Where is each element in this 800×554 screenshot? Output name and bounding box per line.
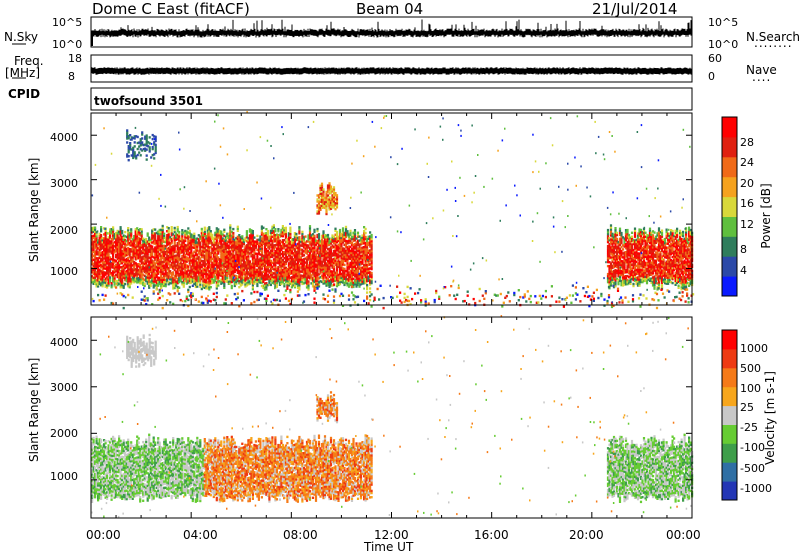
nave-label: Nave <box>746 63 777 77</box>
freq-label: Freq. <box>14 54 44 68</box>
power-colorbar-swatch <box>722 117 737 138</box>
date-label: 21/Jul/2014 <box>592 0 678 18</box>
velocity-colorbar-swatch <box>722 481 737 501</box>
beam-label: Beam 04 <box>356 0 424 18</box>
nave-tick-top: 60 <box>708 52 722 65</box>
velocity-colorbar-swatch <box>722 462 737 482</box>
velocity-colorbar-swatch <box>722 348 737 369</box>
power-ytick-4000: 4000 <box>50 131 78 144</box>
power-colorbar-swatch <box>722 136 737 158</box>
nave-marker: .... <box>752 70 772 84</box>
power-cbar-tick-28: 28 <box>740 136 754 149</box>
cpid-panel-frame <box>90 87 693 111</box>
cpid-label: CPID <box>8 87 41 101</box>
vel-cbar-tick-100: 100 <box>740 382 761 395</box>
power-scatter-cells <box>91 111 695 310</box>
noise-left-tick-top: 10^5 <box>52 16 83 29</box>
power-colorbar-frame <box>721 116 738 297</box>
freq-tick-bottom: 8 <box>68 70 75 83</box>
vel-cbar-tick-neg500: -500 <box>740 462 765 475</box>
velocity-ytick-1000: 1000 <box>50 470 78 483</box>
velocity-colorbar-swatch <box>722 424 737 444</box>
noise-right-tick-top: 10^5 <box>708 16 739 29</box>
velocity-colorbar-swatch <box>722 386 737 407</box>
power-colorbar-swatch <box>722 216 737 237</box>
xtick-5: 20:00 <box>569 528 604 542</box>
xtick-1: 04:00 <box>183 528 218 542</box>
power-cbar-tick-24: 24 <box>740 156 754 169</box>
power-colorbar-swatch <box>722 196 737 217</box>
velocity-scatter-cells <box>91 315 694 518</box>
vel-cbar-tick-500: 500 <box>740 362 761 375</box>
noise-panel-frame <box>90 16 693 48</box>
velocity-colorbar-swatch <box>722 443 737 463</box>
velocity-colorbar-swatch <box>722 367 737 388</box>
velocity-ytick-3000: 3000 <box>50 381 78 394</box>
power-colorbar-swatch <box>722 276 737 297</box>
vel-cbar-tick-1000: 1000 <box>740 342 768 355</box>
power-cbar-tick-4: 4 <box>740 264 747 277</box>
noise-right-tick-bottom: 10^0 <box>708 38 739 51</box>
vel-cbar-tick-neg25: -25 <box>740 421 758 434</box>
power-cbar-tick-12: 12 <box>740 218 754 231</box>
power-colorbar-swatch <box>722 236 737 257</box>
power-ytick-3000: 3000 <box>50 177 78 190</box>
velocity-colorbar-swatch <box>722 330 737 350</box>
xtick-6: 00:00 <box>666 528 701 542</box>
vel-cbar-tick-25: 25 <box>740 401 754 414</box>
freq-panel-frame <box>90 54 693 83</box>
freq-tick-top: 18 <box>68 52 82 65</box>
plot-title: Dome C East (fitACF) <box>92 0 250 18</box>
power-colorbar-swatch <box>722 156 737 178</box>
power-ytick-2000: 2000 <box>50 224 78 237</box>
velocity-colorbar-frame <box>721 329 738 501</box>
noise-sky-trace <box>91 19 692 38</box>
xtick-2: 08:00 <box>283 528 318 542</box>
velocity-ytick-4000: 4000 <box>50 336 78 349</box>
power-colorbar-swatch <box>722 256 737 277</box>
xlabel: Time UT <box>364 540 414 554</box>
velocity-ytick-2000: 2000 <box>50 427 78 440</box>
freq-unit: [MHz] <box>5 66 41 80</box>
power-cbar-tick-8: 8 <box>740 243 747 256</box>
velocity-colorbar-swatch <box>722 405 737 425</box>
cpid-value: twofsound 3501 <box>94 94 203 108</box>
xtick-4: 16:00 <box>474 528 509 542</box>
freq-trace <box>91 67 692 75</box>
nsky-label: N.Sky <box>4 30 39 44</box>
vel-cbar-tick-neg1000: -1000 <box>740 482 772 495</box>
nave-tick-bottom: 0 <box>708 70 715 83</box>
nsearch-marker: ........ <box>754 36 793 50</box>
power-colorbar-swatch <box>722 176 737 198</box>
vel-cbar-tick-neg100: -100 <box>740 441 765 454</box>
noise-left-tick-bottom: 10^0 <box>52 38 83 51</box>
xtick-0: 00:00 <box>86 528 121 542</box>
power-cbar-tick-20: 20 <box>740 177 754 190</box>
xtick-3: 12:00 <box>374 528 409 542</box>
power-ytick-1000: 1000 <box>50 265 78 278</box>
power-cbar-tick-16: 16 <box>740 197 754 210</box>
nsearch-label: N.Search <box>746 30 800 44</box>
